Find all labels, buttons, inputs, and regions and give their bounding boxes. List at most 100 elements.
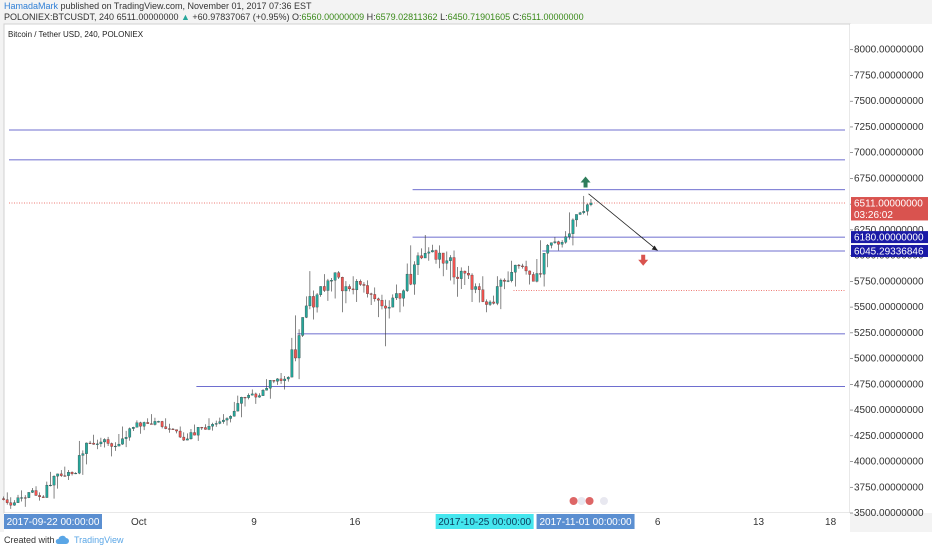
- close-value: 6511.00000000: [521, 12, 584, 22]
- candle-body: [423, 253, 427, 259]
- projection-line[interactable]: [588, 193, 658, 251]
- x-tick-label: 6: [655, 517, 661, 528]
- candle-body: [59, 473, 63, 476]
- candle-body: [586, 204, 589, 212]
- candle-body: [49, 484, 52, 487]
- open-value: 6560.00000009: [301, 12, 365, 22]
- candle-body: [139, 422, 142, 427]
- chart-area[interactable]: Bitcoin / Tether USD, 240, POLONIEX 3500…: [0, 22, 932, 532]
- candle-body: [74, 472, 78, 475]
- event-flag-icon[interactable]: [569, 497, 578, 505]
- candle-body: [431, 250, 434, 253]
- candle-body: [495, 286, 499, 304]
- candle-body: [146, 422, 150, 424]
- candle-body: [409, 273, 413, 285]
- candle-body: [52, 475, 56, 486]
- candle-body: [413, 264, 416, 285]
- y-tick-label: 5000.00000000: [854, 354, 924, 365]
- candle-body: [348, 286, 351, 290]
- candle-body: [398, 293, 402, 299]
- candle-body: [362, 284, 366, 286]
- candle-body: [578, 212, 582, 215]
- candle-body: [45, 484, 49, 498]
- arrow-down-icon[interactable]: [638, 254, 649, 266]
- candle-body: [254, 393, 258, 398]
- candle-body: [456, 276, 459, 279]
- candle-body: [34, 490, 38, 496]
- open-label: O:: [292, 12, 302, 22]
- candle-body: [232, 410, 236, 417]
- candle-body: [333, 272, 337, 281]
- candle-body: [549, 242, 553, 246]
- candle-body: [477, 286, 481, 290]
- candle-body: [110, 443, 114, 447]
- candle-body: [369, 293, 373, 295]
- candle-body: [117, 443, 121, 447]
- candle-body: [521, 265, 524, 267]
- candle-body: [571, 219, 575, 234]
- candle-body: [535, 273, 539, 282]
- candle-body: [41, 496, 45, 498]
- candle-body: [531, 274, 535, 282]
- plot-background: [3, 23, 851, 514]
- x-tick-label: 13: [753, 517, 765, 528]
- candle-body: [258, 395, 261, 398]
- candle-body: [402, 290, 405, 299]
- candle-body: [420, 255, 423, 259]
- candle-body: [452, 257, 456, 278]
- candle-body: [503, 279, 506, 282]
- candle-body: [182, 436, 186, 441]
- y-tick-label: 5500.00000000: [854, 302, 924, 313]
- low-value: 6450.71901605: [447, 12, 511, 22]
- candle-body: [218, 421, 222, 424]
- candle-body: [27, 492, 31, 498]
- y-tick-label: 3750.00000000: [854, 482, 924, 493]
- event-flag-icon[interactable]: [599, 497, 608, 505]
- y-tick-label: 7500.00000000: [854, 96, 924, 107]
- candle-body: [304, 305, 308, 318]
- candle-body: [308, 296, 312, 307]
- up-arrow-icon: ▲: [180, 12, 190, 22]
- x-tick-label: 18: [825, 517, 837, 528]
- candle-body: [5, 499, 9, 503]
- candle-body: [9, 502, 13, 506]
- date-tag: [435, 514, 534, 529]
- candle-body: [589, 202, 593, 205]
- y-tick-label: 4750.00000000: [854, 379, 924, 390]
- candle-body: [31, 490, 34, 493]
- arrow-up-icon[interactable]: [580, 176, 591, 188]
- change-value: +60.97837067 (+0.95%): [192, 12, 290, 22]
- candle-body: [63, 475, 67, 477]
- candlestick-chart[interactable]: Bitcoin / Tether USD, 240, POLONIEX 3500…: [0, 22, 932, 532]
- candle-body: [542, 253, 546, 275]
- candle-body: [168, 428, 171, 430]
- event-flag-icon[interactable]: [585, 497, 594, 505]
- candle-body: [20, 497, 23, 499]
- y-tick-label: 3500.00000000: [854, 508, 924, 519]
- x-tick-label: Oct: [131, 517, 147, 528]
- candle-body: [131, 427, 135, 429]
- event-flag-icon[interactable]: [577, 497, 586, 505]
- price-tag-label: 03:26:02: [854, 210, 893, 221]
- publish-line: HamadaMark published on TradingView.com,…: [4, 1, 312, 11]
- candle-body: [337, 272, 341, 278]
- author-link[interactable]: HamadaMark: [4, 1, 59, 11]
- candle-body: [492, 301, 496, 304]
- candle-body: [189, 432, 193, 440]
- candle-body: [178, 430, 182, 438]
- candle-body: [247, 394, 250, 398]
- candle-body: [387, 306, 391, 309]
- candle-body: [67, 471, 70, 476]
- price-tag: [851, 244, 928, 257]
- candle-body: [438, 252, 441, 260]
- tradingview-brand[interactable]: TradingView: [74, 535, 124, 545]
- low-label: L:: [440, 12, 448, 22]
- y-tick-label: 4000.00000000: [854, 457, 924, 468]
- candle-body: [56, 473, 59, 477]
- candle-body: [301, 317, 305, 336]
- y-tick-label: 7750.00000000: [854, 70, 924, 81]
- candle-body: [272, 380, 276, 382]
- date-tag-label: 2017-09-22 00:00:00: [7, 517, 100, 528]
- time-axis-background: [4, 513, 850, 532]
- candle-body: [459, 270, 463, 279]
